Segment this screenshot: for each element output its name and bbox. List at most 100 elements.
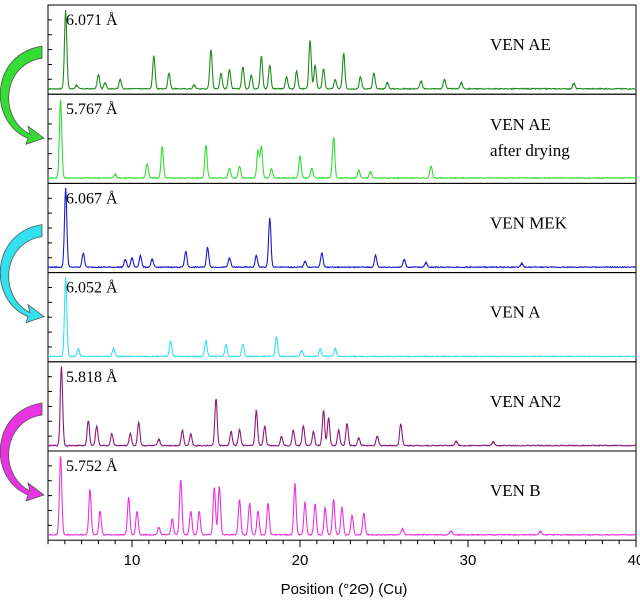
peak-1-14 bbox=[370, 172, 372, 174]
peak-3-2 bbox=[112, 349, 115, 351]
peak-1-8 bbox=[260, 147, 262, 149]
peak-1-12 bbox=[333, 137, 335, 139]
peak-0-9 bbox=[220, 73, 222, 75]
peak-3-4 bbox=[205, 341, 207, 343]
peak-5-7 bbox=[180, 480, 182, 482]
peak-5-14 bbox=[257, 511, 259, 513]
panel-frame bbox=[47, 272, 637, 363]
peak-0-16 bbox=[296, 72, 298, 74]
sample-name: VEN AE bbox=[490, 115, 551, 134]
peak-0-15 bbox=[286, 77, 288, 79]
peak-4-12 bbox=[255, 410, 257, 412]
peak-5-16 bbox=[294, 484, 296, 486]
peak-0-19 bbox=[322, 69, 325, 71]
peak-1-15 bbox=[430, 166, 432, 169]
arrow-2-icon bbox=[0, 402, 45, 502]
peak-2-7 bbox=[207, 248, 209, 250]
d-spacing-label: 5.752 Å bbox=[66, 457, 118, 475]
peak-0-8 bbox=[210, 50, 212, 52]
transition-arrows bbox=[0, 45, 45, 502]
peak-5-10 bbox=[213, 488, 215, 490]
peak-3-0 bbox=[65, 278, 67, 280]
pattern-line-0 bbox=[48, 9, 637, 91]
peak-5-8 bbox=[190, 511, 192, 513]
peak-5-5 bbox=[158, 527, 160, 529]
peak-5-13 bbox=[249, 503, 251, 506]
peak-3-1 bbox=[77, 349, 79, 351]
peak-4-7 bbox=[181, 430, 183, 432]
peak-1-11 bbox=[311, 169, 313, 171]
peak-1-1 bbox=[114, 174, 116, 176]
panel-1: 5.767 Å VEN AE after drying bbox=[47, 93, 637, 184]
sample-name-line2: after drying bbox=[490, 141, 570, 160]
peak-4-21 bbox=[346, 424, 348, 426]
d-spacing-label: 6.067 Å bbox=[66, 189, 118, 207]
peak-5-17 bbox=[304, 502, 306, 504]
peak-5-15 bbox=[267, 503, 269, 506]
peak-4-22 bbox=[358, 438, 360, 440]
peak-0-7 bbox=[193, 85, 195, 87]
peak-0-12 bbox=[250, 75, 252, 77]
panel-frame bbox=[47, 93, 637, 184]
pattern-line-2 bbox=[47, 187, 637, 269]
peak-0-24 bbox=[386, 83, 388, 85]
pattern-line-1 bbox=[47, 100, 637, 180]
peak-2-2 bbox=[124, 260, 126, 262]
peak-5-22 bbox=[351, 515, 353, 518]
arrow-shape bbox=[0, 45, 45, 145]
peak-0-26 bbox=[443, 80, 446, 82]
peak-5-12 bbox=[238, 500, 241, 502]
peak-5-6 bbox=[171, 519, 173, 522]
peak-0-18 bbox=[314, 65, 316, 67]
peak-4-14 bbox=[280, 436, 283, 439]
peak-4-8 bbox=[190, 434, 192, 436]
peak-5-4 bbox=[136, 511, 138, 513]
sample-name: VEN A bbox=[490, 303, 541, 322]
peak-2-12 bbox=[321, 253, 323, 255]
peak-3-5 bbox=[225, 345, 227, 347]
arrow-shape bbox=[0, 224, 45, 324]
peak-1-7 bbox=[257, 151, 259, 153]
x-axis: 10 20 30 40 bbox=[47, 540, 640, 569]
peak-1-0 bbox=[60, 99, 62, 101]
peak-0-14 bbox=[269, 65, 271, 67]
peak-2-0 bbox=[65, 188, 67, 190]
peak-2-16 bbox=[521, 264, 523, 266]
peak-4-4 bbox=[129, 434, 131, 436]
x-tick-label: 30 bbox=[460, 552, 477, 569]
peak-0-1 bbox=[76, 85, 78, 87]
peak-1-10 bbox=[299, 156, 301, 158]
peak-0-6 bbox=[168, 73, 170, 75]
peak-0-13 bbox=[260, 56, 262, 58]
d-spacing-label: 5.767 Å bbox=[66, 100, 118, 118]
peak-5-11 bbox=[218, 486, 220, 488]
peak-4-26 bbox=[492, 442, 494, 444]
peak-5-2 bbox=[99, 511, 101, 513]
peak-4-20 bbox=[338, 430, 340, 432]
peak-0-27 bbox=[460, 83, 462, 85]
peak-0-17 bbox=[309, 40, 311, 42]
peak-5-23 bbox=[363, 513, 365, 515]
peak-0-20 bbox=[334, 80, 336, 82]
peak-2-4 bbox=[139, 256, 141, 258]
peak-4-9 bbox=[215, 398, 217, 401]
peak-2-3 bbox=[131, 258, 133, 260]
pattern-line-3 bbox=[47, 276, 637, 358]
peak-4-19 bbox=[328, 418, 330, 420]
peak-5-3 bbox=[128, 497, 130, 499]
panel-3: 6.052 Å VEN A bbox=[47, 272, 637, 363]
peak-2-6 bbox=[185, 252, 187, 254]
peak-3-10 bbox=[334, 349, 336, 351]
peak-0-28 bbox=[573, 84, 575, 86]
peak-0-4 bbox=[119, 80, 121, 82]
peak-2-14 bbox=[403, 260, 405, 262]
peak-0-5 bbox=[153, 56, 155, 58]
peak-4-2 bbox=[96, 426, 98, 428]
peak-4-17 bbox=[312, 432, 314, 434]
arrow-shape bbox=[0, 402, 45, 502]
peak-0-21 bbox=[343, 54, 345, 56]
peak-0-11 bbox=[242, 67, 244, 69]
peak-4-3 bbox=[111, 434, 113, 436]
d-spacing-label: 6.052 Å bbox=[66, 279, 118, 297]
peak-1-5 bbox=[228, 169, 230, 171]
